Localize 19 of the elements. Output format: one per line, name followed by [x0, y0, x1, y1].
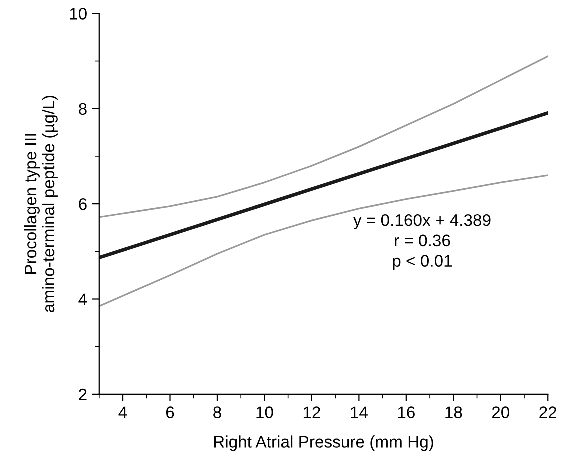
x-tick-label: 6	[166, 406, 174, 418]
y-tick-label: 4	[78, 294, 88, 306]
line-series	[99, 174, 548, 308]
x-tick-label: 16	[398, 406, 415, 418]
y-tick-label: 6	[79, 198, 87, 210]
y-axis-title: Procollagen type III amino-terminal peptide (µg/L)	[24, 96, 58, 312]
annotation: y = 0.160x + 4.389 r = 0.36 p < 0.01	[353, 214, 491, 270]
x-tick-label: 18	[446, 406, 462, 418]
x-axis-title: Right Atrial Pressure (mm Hg)	[214, 436, 434, 452]
x-tick-label: 8	[214, 406, 222, 418]
x-tick-label: 14	[351, 406, 368, 418]
x-tick-label: 12	[304, 406, 320, 418]
y-tick-label: 10	[70, 8, 87, 20]
x-tick-label: 4	[118, 406, 128, 418]
y-tick-label: 2	[79, 388, 87, 400]
x-tick-label: 10	[256, 406, 274, 418]
y-tick-label: 8	[79, 103, 87, 116]
x-tick-label: 20	[492, 406, 510, 418]
x-tick-label: 22	[540, 406, 557, 418]
